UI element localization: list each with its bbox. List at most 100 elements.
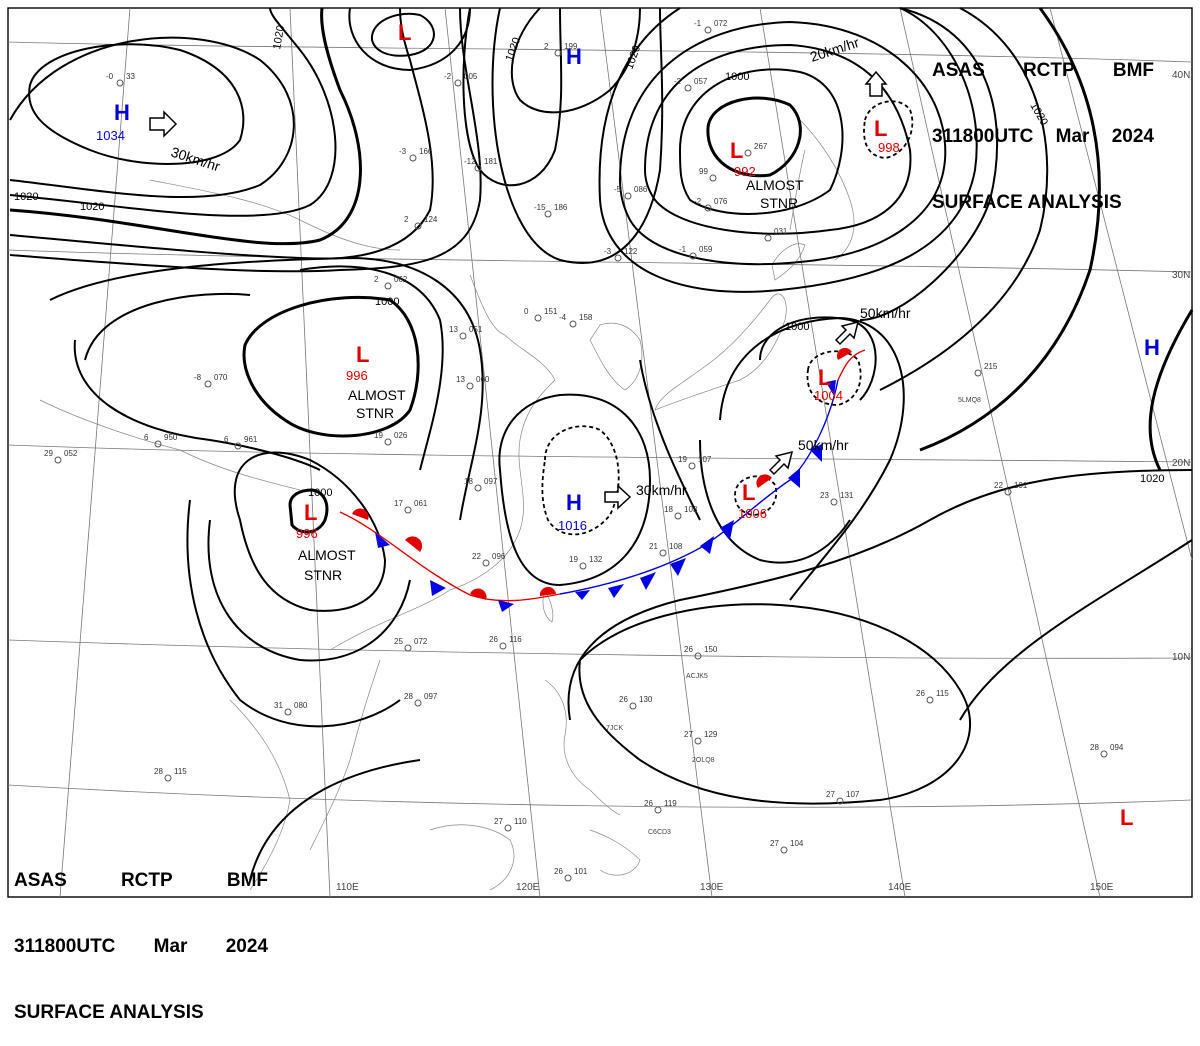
station-plot: 28 094 — [1090, 743, 1124, 758]
station-temp: 2 — [544, 42, 549, 51]
movement-arrows — [149, 70, 888, 510]
station-pressure: 104 — [790, 839, 804, 848]
taiwan — [542, 589, 554, 623]
lon-label-150e: 150E — [1090, 882, 1114, 893]
cold-symbol — [700, 536, 714, 554]
isobar-1028-north — [9, 36, 295, 199]
station-circle — [54, 456, 62, 464]
station-temp: -8 — [194, 373, 202, 382]
hokkaido — [771, 243, 806, 281]
high-symbol-east: H — [1144, 335, 1160, 360]
station-temp: 26 — [489, 635, 498, 644]
station-temp: -3 — [399, 147, 407, 156]
station-circle — [684, 84, 692, 92]
header-year: 2024 — [1111, 126, 1154, 147]
station-plot: 29 052 — [44, 449, 78, 464]
station-circle — [689, 252, 697, 260]
station-pressure: 151 — [544, 307, 558, 316]
station-pressure: 191 — [1014, 481, 1028, 490]
cold-symbol — [640, 572, 656, 590]
header-month: Mar — [1055, 126, 1090, 147]
station-temp: 28 — [154, 767, 163, 776]
isobar-label: 1020 — [271, 24, 287, 50]
station-circle — [688, 462, 696, 470]
grid-labels: 40N 30N 20N 10N 110E 120E 130E 140E 150E — [336, 70, 1190, 893]
station-circle — [694, 652, 702, 660]
station-circle — [579, 562, 587, 570]
isobar-label: 1020 — [14, 191, 38, 203]
station-temp: 18 — [464, 477, 473, 486]
station-circle — [1100, 750, 1108, 758]
station-temp: 26 — [619, 695, 628, 704]
station-circle — [836, 797, 844, 805]
station-pressure: 026 — [394, 431, 408, 440]
arrow-l-japan-icon — [834, 320, 860, 346]
station-pressure: 33 — [126, 72, 135, 81]
station-temp: -0 — [106, 72, 114, 81]
station-pressure: 950 — [164, 433, 178, 442]
vietnam-coast — [309, 659, 381, 851]
isobar-1016-north — [9, 7, 434, 260]
station-pressure: 107 — [846, 790, 860, 799]
station-circle — [499, 642, 507, 650]
station-plot: 28 097 — [404, 692, 438, 707]
dashed-l-okinawa — [734, 475, 778, 516]
station-temp: -4 — [559, 313, 567, 322]
lat-label-10n: 10N — [1172, 652, 1190, 663]
isobar-1020-east — [919, 7, 1101, 452]
station-temp: 99 — [699, 167, 708, 176]
station-pressure: 072 — [414, 637, 428, 646]
header-product-code: ASAS — [932, 60, 985, 81]
cold-front-symbols — [375, 380, 836, 612]
station-pressure: 132 — [589, 555, 603, 564]
station-circle — [504, 824, 512, 832]
station-circle — [554, 49, 562, 57]
mindanao — [589, 829, 641, 876]
station-plot: 27 107 — [826, 790, 860, 805]
station-circle — [234, 442, 242, 450]
station-plot: 19 026 — [374, 431, 408, 446]
station-pressure: 051 — [469, 325, 483, 334]
station-plot: 26 116 — [489, 635, 522, 650]
station-circle — [704, 26, 712, 34]
station-temp: 0 — [524, 307, 529, 316]
station-pressure: 052 — [64, 449, 78, 458]
arrow-l-okinawa-icon — [768, 450, 794, 476]
lon-label-120e: 120E — [516, 882, 540, 893]
low-symbol-okinawa: L — [742, 480, 755, 505]
station-circle — [414, 699, 422, 707]
station-circle — [482, 559, 490, 567]
station-pressure: 158 — [579, 313, 593, 322]
station-pressure: 961 — [244, 435, 258, 444]
header-time: 311800UTC — [932, 126, 1034, 147]
cold-symbol — [720, 520, 734, 540]
sakhalin — [789, 149, 806, 231]
station-pressure: 122 — [624, 247, 638, 256]
borneo — [429, 824, 515, 891]
station-plot: 27 104 — [770, 839, 804, 854]
low-value-kamchatka: 992 — [734, 164, 756, 179]
arrow-h-north-icon — [149, 110, 178, 138]
header-station: RCTP — [1022, 60, 1075, 81]
station-pressure: 130 — [639, 695, 653, 704]
station-circle — [654, 806, 662, 814]
china-coast — [329, 274, 556, 651]
header-month: Mar — [153, 936, 188, 957]
station-circle — [564, 874, 572, 882]
front-line-red-2 — [837, 349, 866, 381]
station-temp: 27 — [826, 790, 835, 799]
latitude-line-30n — [7, 249, 1193, 273]
station-circle — [534, 314, 542, 322]
station-circle — [454, 79, 462, 87]
station-plot: 25 072 — [394, 637, 428, 652]
isobar-1008-kamchatka — [598, 7, 681, 201]
station-plot: -2 076 — [694, 197, 728, 212]
isobar-1000-mongolia — [84, 292, 251, 361]
station-plot: -8 070 — [194, 373, 228, 388]
header-title: SURFACE ANALYSIS — [932, 192, 1122, 213]
front-line-red — [339, 511, 561, 602]
warm-symbol — [539, 586, 556, 596]
station-plot: -0 33 — [106, 72, 135, 87]
station-circle — [154, 440, 162, 448]
station-temp: -5 — [614, 185, 622, 194]
